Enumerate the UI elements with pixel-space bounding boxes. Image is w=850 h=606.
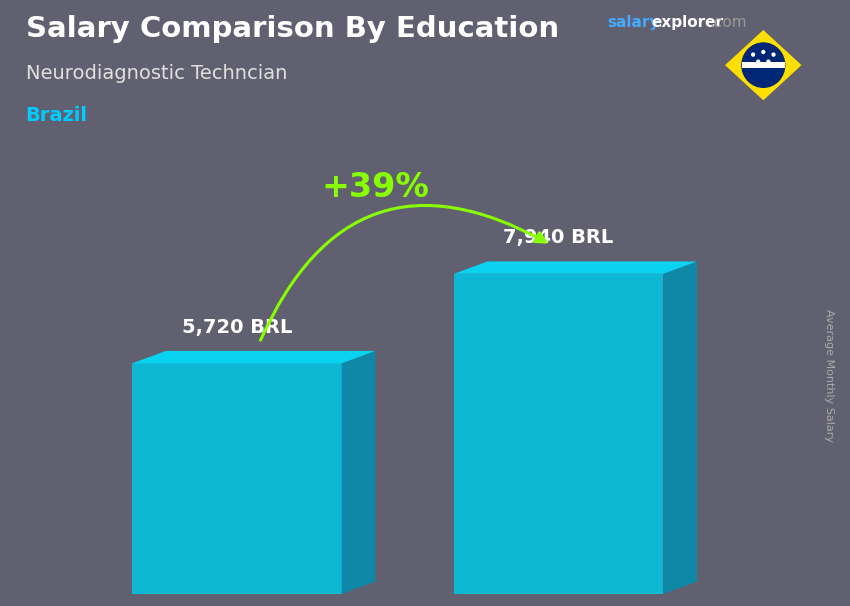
Text: salary: salary bbox=[608, 15, 660, 30]
Circle shape bbox=[741, 42, 785, 88]
Text: 5,720 BRL: 5,720 BRL bbox=[182, 318, 292, 336]
Polygon shape bbox=[454, 261, 697, 274]
Text: explorer: explorer bbox=[651, 15, 723, 30]
Text: 7,940 BRL: 7,940 BRL bbox=[503, 228, 614, 247]
Polygon shape bbox=[741, 62, 785, 68]
Circle shape bbox=[751, 52, 755, 57]
Text: Salary Comparison By Education: Salary Comparison By Education bbox=[26, 15, 558, 43]
Text: Neurodiagnostic Techncian: Neurodiagnostic Techncian bbox=[26, 64, 286, 82]
Polygon shape bbox=[725, 30, 802, 101]
Polygon shape bbox=[342, 351, 376, 594]
Circle shape bbox=[761, 50, 765, 54]
Circle shape bbox=[766, 59, 770, 64]
Text: .com: .com bbox=[709, 15, 746, 30]
Circle shape bbox=[756, 59, 760, 64]
Text: Brazil: Brazil bbox=[26, 106, 88, 125]
Text: +39%: +39% bbox=[321, 171, 429, 204]
Polygon shape bbox=[454, 274, 663, 594]
Polygon shape bbox=[663, 261, 697, 594]
Polygon shape bbox=[133, 363, 342, 594]
Text: Average Monthly Salary: Average Monthly Salary bbox=[824, 309, 834, 442]
Circle shape bbox=[772, 52, 775, 57]
Polygon shape bbox=[133, 351, 376, 363]
